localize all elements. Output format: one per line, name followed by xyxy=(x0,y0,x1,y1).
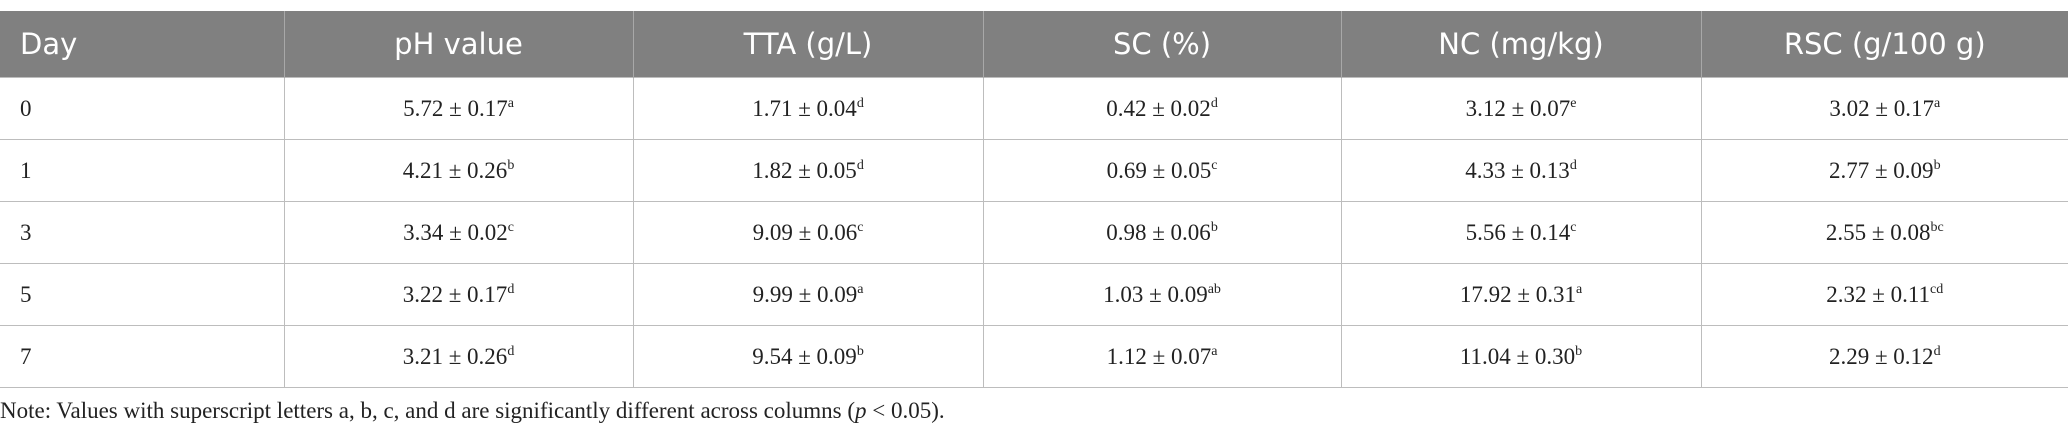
value-cell: 3.02 ± 0.17a xyxy=(1700,77,2068,140)
header-row: Day pH value TTA (g/L) SC (%) NC (mg/kg) RSC … xyxy=(0,11,2068,78)
value-cell: 5.72 ± 0.17a xyxy=(283,77,634,140)
cell-value: 1.12 ± 0.07 xyxy=(1106,343,1212,369)
cell-superscript: bc xyxy=(1930,219,1944,235)
value-cell: 9.09 ± 0.06c xyxy=(632,201,984,264)
cell-superscript: b xyxy=(1933,157,1941,173)
value-cell: 3.34 ± 0.02c xyxy=(283,201,634,264)
cell-superscript: b xyxy=(1210,219,1218,235)
cell-value: 9.99 ± 0.09 xyxy=(752,281,858,307)
value-cell: 1.82 ± 0.05d xyxy=(632,139,984,202)
cell-value: 2.29 ± 0.12 xyxy=(1828,343,1934,369)
cell-superscript: e xyxy=(1570,95,1577,111)
value-cell: 5.56 ± 0.14c xyxy=(1340,201,1702,264)
cell-superscript: c xyxy=(857,219,864,235)
cell-superscript: d xyxy=(507,343,515,359)
note-text: Note: Values with superscript letters a,… xyxy=(0,398,856,423)
cell-value: 3.02 ± 0.17 xyxy=(1829,95,1934,121)
cell-value: 2.55 ± 0.08 xyxy=(1825,219,1931,245)
value-cell: 3.22 ± 0.17d xyxy=(283,263,634,326)
cell-superscript: c xyxy=(1570,219,1577,235)
value-cell: 4.21 ± 0.26b xyxy=(283,139,634,202)
cell-superscript: a xyxy=(1211,343,1218,359)
cell-superscript: a xyxy=(507,95,514,111)
table-row: 5 3.22 ± 0.17d 9.99 ± 0.09a 1.03 ± 0.09ab 17… xyxy=(0,263,2068,326)
value-cell: 3.21 ± 0.26d xyxy=(283,325,634,388)
cell-value: 0.42 ± 0.02 xyxy=(1106,95,1211,121)
value-cell: 2.77 ± 0.09b xyxy=(1700,139,2068,202)
cell-value: 1.71 ± 0.04 xyxy=(752,95,857,121)
cell-value: 9.09 ± 0.06 xyxy=(752,219,858,245)
data-table: Day pH value TTA (g/L) SC (%) NC (mg/kg) RSC … xyxy=(0,11,2068,388)
value-cell: 17.92 ± 0.31a xyxy=(1340,263,1702,326)
cell-superscript: cd xyxy=(1930,281,1944,297)
cell-value: 0.98 ± 0.06 xyxy=(1106,219,1211,245)
cell-superscript: d xyxy=(856,157,864,173)
value-cell: 1.71 ± 0.04d xyxy=(632,77,984,140)
value-cell: 1.03 ± 0.09ab xyxy=(982,263,1342,326)
note: Note: Values with superscript letters a,… xyxy=(0,398,945,424)
cell-value: 4.33 ± 0.13 xyxy=(1465,157,1570,183)
day-cell: 7 xyxy=(0,325,285,388)
header-cell: RSC (g/100 g) xyxy=(1700,11,2068,78)
day-cell: 1 xyxy=(0,139,285,202)
cell-value: 1.82 ± 0.05 xyxy=(752,157,857,183)
header-cell: NC (mg/kg) xyxy=(1340,11,1701,78)
cell-value: 11.04 ± 0.30 xyxy=(1459,343,1576,369)
header-cell: TTA (g/L) xyxy=(632,11,983,78)
cell-superscript: a xyxy=(1933,95,1941,111)
day-cell: 0 xyxy=(0,77,285,140)
header-cell: SC (%) xyxy=(982,11,1341,78)
cell-superscript: b xyxy=(1575,343,1583,359)
note-text: < 0.05). xyxy=(866,398,945,423)
value-cell: 3.12 ± 0.07e xyxy=(1340,77,1702,140)
value-cell: 9.54 ± 0.09b xyxy=(632,325,984,388)
cell-value: 9.54 ± 0.09 xyxy=(752,343,857,369)
cell-value: 5.72 ± 0.17 xyxy=(403,95,508,121)
value-cell: 0.42 ± 0.02d xyxy=(982,77,1342,140)
value-cell: 4.33 ± 0.13d xyxy=(1340,139,1702,202)
cell-value: 3.22 ± 0.17 xyxy=(402,281,508,307)
cell-value: 5.56 ± 0.14 xyxy=(1465,219,1571,245)
cell-value: 3.12 ± 0.07 xyxy=(1465,95,1571,121)
cell-superscript: d xyxy=(856,95,864,111)
cell-value: 0.69 ± 0.05 xyxy=(1106,157,1212,183)
cell-superscript: d xyxy=(1933,343,1941,359)
cell-superscript: d xyxy=(507,281,515,297)
cell-value: 4.21 ± 0.26 xyxy=(402,157,508,183)
header-cell: pH value xyxy=(283,11,633,78)
table-row: 1 4.21 ± 0.26b 1.82 ± 0.05d 0.69 ± 0.05c 4.3… xyxy=(0,139,2068,202)
cell-value: 1.03 ± 0.09 xyxy=(1103,281,1208,307)
cell-superscript: ab xyxy=(1207,281,1221,297)
day-cell: 3 xyxy=(0,201,285,264)
cell-value: 2.77 ± 0.09 xyxy=(1828,157,1934,183)
cell-superscript: d xyxy=(1569,157,1577,173)
cell-superscript: c xyxy=(1211,157,1218,173)
cell-value: 17.92 ± 0.31 xyxy=(1459,281,1576,307)
table-row: 0 5.72 ± 0.17a 1.71 ± 0.04d 0.42 ± 0.02d 3.1… xyxy=(0,77,2068,140)
cell-superscript: a xyxy=(857,281,864,297)
cell-superscript: b xyxy=(856,343,864,359)
header-cell: Day xyxy=(0,11,284,78)
cell-value: 3.34 ± 0.02 xyxy=(403,219,508,245)
value-cell: 1.12 ± 0.07a xyxy=(982,325,1342,388)
cell-superscript: b xyxy=(507,157,515,173)
value-cell: 2.29 ± 0.12d xyxy=(1700,325,2068,388)
cell-superscript: d xyxy=(1210,95,1218,111)
table-row: 7 3.21 ± 0.26d 9.54 ± 0.09b 1.12 ± 0.07a 11.… xyxy=(0,325,2068,388)
value-cell: 0.98 ± 0.06b xyxy=(982,201,1342,264)
value-cell: 0.69 ± 0.05c xyxy=(982,139,1342,202)
cell-value: 3.21 ± 0.26 xyxy=(402,343,508,369)
cell-value: 2.32 ± 0.11 xyxy=(1826,281,1931,307)
cell-superscript: c xyxy=(507,219,514,235)
table-body: 0 5.72 ± 0.17a 1.71 ± 0.04d 0.42 ± 0.02d 3.1… xyxy=(0,77,2068,388)
day-cell: 5 xyxy=(0,263,285,326)
cell-superscript: a xyxy=(1575,281,1583,297)
table-row: 3 3.34 ± 0.02c 9.09 ± 0.06c 0.98 ± 0.06b 5.5… xyxy=(0,201,2068,264)
value-cell: 2.32 ± 0.11cd xyxy=(1700,263,2068,326)
note-italic: p xyxy=(855,398,867,423)
value-cell: 11.04 ± 0.30b xyxy=(1340,325,1702,388)
value-cell: 9.99 ± 0.09a xyxy=(632,263,984,326)
value-cell: 2.55 ± 0.08bc xyxy=(1700,201,2068,264)
